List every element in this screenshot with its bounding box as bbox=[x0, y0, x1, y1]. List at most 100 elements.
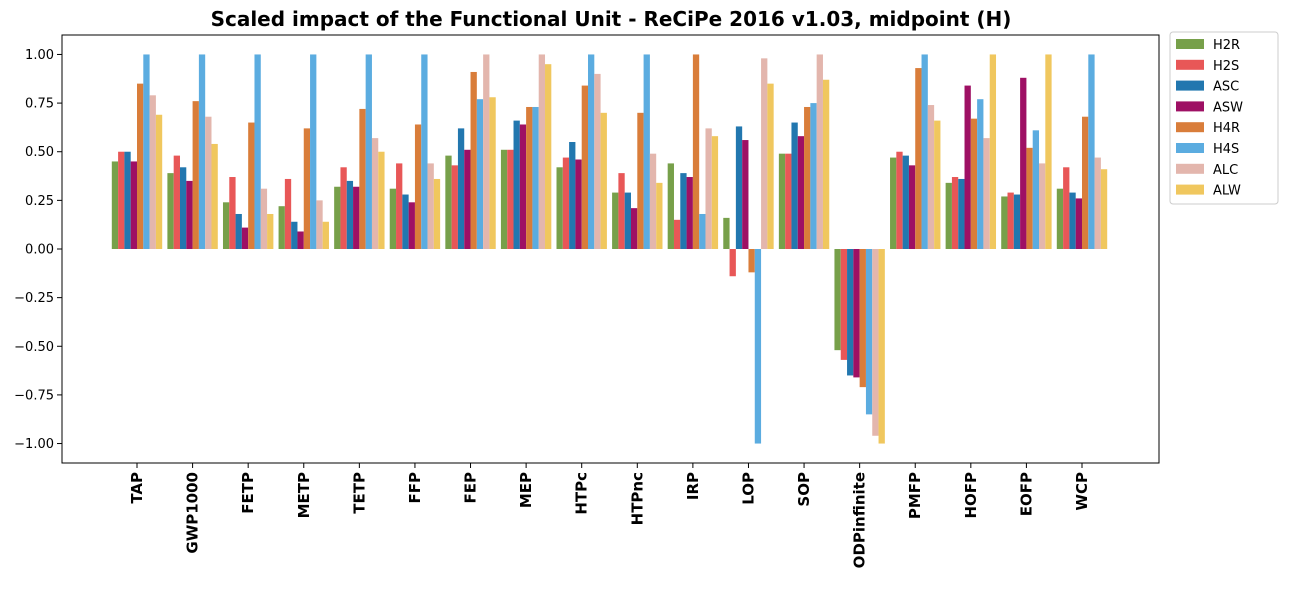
bar-h2s-metp bbox=[284, 178, 292, 249]
bar-alc-odpinfinite bbox=[872, 249, 879, 436]
x-tick-label: ODPinfinite bbox=[851, 472, 869, 568]
bar-h4r-metp bbox=[303, 128, 311, 249]
bar-asc-wcp bbox=[1069, 192, 1076, 249]
bar-asc-htpnc bbox=[624, 192, 631, 249]
bar-h2s-mep bbox=[507, 149, 514, 249]
bar-alw-ffp bbox=[433, 178, 441, 249]
bar-h4r-mep bbox=[526, 106, 533, 250]
bar-alw-fetp bbox=[267, 213, 274, 249]
legend-label-h4r: H4R bbox=[1213, 121, 1240, 136]
bar-h2s-gwp1000 bbox=[173, 155, 180, 249]
bar-asc-pmfp bbox=[902, 155, 909, 249]
bar-h4s-tetp bbox=[365, 54, 372, 249]
legend-swatch-h2s bbox=[1176, 59, 1204, 70]
y-tick-label: 1.00 bbox=[25, 48, 54, 63]
bar-alc-lop bbox=[761, 58, 768, 249]
bar-asw-htpnc bbox=[630, 208, 638, 249]
y-axis: −1.00 −0.75 −0.50 −0.25 0.00 0.25 0.50 0.75 1.00 bbox=[14, 48, 62, 452]
bar-h2s-eofp bbox=[1007, 192, 1014, 249]
bar-asc-mep bbox=[513, 120, 520, 249]
bar-h4s-odpinfinite bbox=[865, 249, 873, 415]
bar-asw-fetp bbox=[241, 227, 249, 249]
chart-title: Scaled impact of the Functional Unit - R… bbox=[211, 7, 1012, 31]
y-tick-label: 0.75 bbox=[25, 97, 54, 112]
bar-alw-gwp1000 bbox=[211, 143, 218, 249]
bar-h4s-hofp bbox=[977, 99, 984, 249]
bar-h2r-htpnc bbox=[612, 192, 619, 249]
x-tick-label: IRP bbox=[684, 472, 702, 500]
bar-asw-ffp bbox=[408, 202, 415, 249]
legend-label-alw: ALW bbox=[1213, 184, 1241, 199]
legend-swatch-asc bbox=[1176, 80, 1204, 91]
bar-h2s-tap bbox=[118, 151, 125, 249]
bar-asw-odpinfinite bbox=[853, 249, 860, 378]
bar-h2s-ffp bbox=[396, 163, 403, 249]
bar-h4r-htpnc bbox=[637, 112, 644, 250]
bar-h4s-metp bbox=[310, 54, 317, 249]
bar-alc-sop bbox=[816, 54, 823, 249]
bar-alw-mep bbox=[545, 64, 552, 249]
bar-h4r-fetp bbox=[248, 122, 255, 249]
bar-asw-htpc bbox=[575, 159, 582, 249]
bar-asc-tetp bbox=[346, 180, 354, 249]
bar-h4r-fep bbox=[470, 71, 477, 249]
bar-h2r-htpc bbox=[556, 167, 563, 249]
bar-alc-wcp bbox=[1094, 157, 1101, 249]
bar-h4r-eofp bbox=[1026, 147, 1033, 249]
legend-label-asw: ASW bbox=[1213, 100, 1243, 115]
bar-alw-irp bbox=[711, 136, 719, 249]
x-tick-label: EOFP bbox=[1017, 472, 1035, 516]
bar-h2s-htpc bbox=[562, 157, 570, 249]
bar-asc-hofp bbox=[958, 178, 965, 249]
bar-h2r-mep bbox=[500, 149, 508, 249]
bar-h2r-irp bbox=[667, 163, 674, 249]
bar-alc-htpnc bbox=[649, 153, 657, 249]
bar-alc-ffp bbox=[427, 163, 434, 249]
bar-h4s-fep bbox=[476, 99, 484, 249]
x-tick-label: SOP bbox=[795, 472, 813, 507]
legend-label-alc: ALC bbox=[1213, 163, 1238, 178]
bar-h4r-wcp bbox=[1082, 116, 1089, 249]
bar-h4s-tap bbox=[143, 54, 150, 249]
x-tick-label: HTPc bbox=[573, 472, 591, 515]
bar-asw-wcp bbox=[1075, 198, 1082, 249]
bar-asw-gwp1000 bbox=[186, 180, 193, 249]
bar-alc-metp bbox=[316, 200, 323, 249]
bar-h4s-htpnc bbox=[643, 54, 650, 249]
y-tick-label: 0.50 bbox=[25, 145, 54, 160]
y-tick-label: 0.00 bbox=[25, 243, 54, 258]
bar-alw-eofp bbox=[1045, 54, 1052, 249]
legend-label-h2s: H2S bbox=[1213, 59, 1239, 74]
legend-swatch-asw bbox=[1176, 101, 1204, 112]
x-axis: TAP GWP1000 FETP METP TETP FFP FEP MEP HTPc HTPnc… bbox=[128, 463, 1091, 568]
legend-frame bbox=[1169, 31, 1279, 205]
bar-h2s-irp bbox=[673, 219, 681, 249]
bar-h4s-eofp bbox=[1032, 130, 1040, 249]
bar-h2r-odpinfinite bbox=[834, 249, 841, 351]
y-tick-label: −0.75 bbox=[14, 388, 54, 403]
bar-alw-hofp bbox=[989, 54, 997, 249]
bar-h4s-wcp bbox=[1088, 54, 1095, 249]
bar-h4s-htpc bbox=[588, 54, 595, 249]
bar-alw-tetp bbox=[378, 151, 385, 249]
legend-label-h4s: H4S bbox=[1213, 142, 1239, 157]
bar-h2s-wcp bbox=[1063, 167, 1070, 249]
bar-h2s-htpnc bbox=[618, 173, 625, 249]
bar-asc-irp bbox=[680, 173, 687, 249]
bar-h2s-pmfp bbox=[896, 151, 903, 249]
bar-asc-fetp bbox=[235, 213, 242, 249]
bar-h4s-ffp bbox=[421, 54, 428, 249]
x-tick-label: GWP1000 bbox=[184, 472, 202, 554]
bar-asc-ffp bbox=[402, 194, 409, 249]
bar-alw-pmfp bbox=[934, 120, 941, 249]
bar-h2r-fep bbox=[445, 155, 452, 249]
bar-h2r-lop bbox=[723, 217, 730, 249]
bar-alw-lop bbox=[767, 83, 774, 250]
bar-alw-metp bbox=[322, 221, 329, 249]
y-tick-label: −0.50 bbox=[14, 340, 54, 355]
bar-h2r-pmfp bbox=[890, 157, 897, 249]
x-tick-label: MEP bbox=[517, 472, 535, 508]
legend-label-h2r: H2R bbox=[1213, 38, 1240, 53]
x-tick-label: FEP bbox=[462, 472, 480, 504]
